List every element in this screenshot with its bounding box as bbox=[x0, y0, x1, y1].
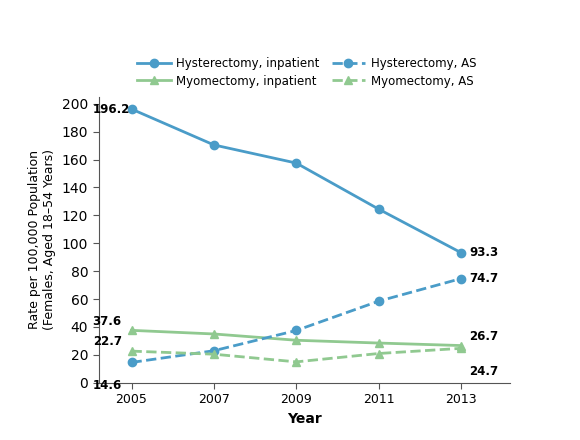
Myomectomy, AS bbox=[375, 351, 382, 356]
Line: Hysterectomy, inpatient: Hysterectomy, inpatient bbox=[128, 105, 465, 257]
Text: 196.2: 196.2 bbox=[93, 103, 130, 116]
Text: 14.6: 14.6 bbox=[93, 379, 122, 392]
Text: 37.6: 37.6 bbox=[93, 315, 122, 327]
Text: 26.7: 26.7 bbox=[469, 330, 498, 343]
Hysterectomy, AS bbox=[375, 299, 382, 304]
Text: 93.3: 93.3 bbox=[469, 246, 498, 259]
Myomectomy, inpatient bbox=[128, 328, 135, 333]
Myomectomy, AS bbox=[211, 352, 218, 357]
Hysterectomy, inpatient bbox=[211, 142, 218, 147]
Hysterectomy, AS bbox=[293, 328, 300, 333]
X-axis label: Year: Year bbox=[287, 412, 322, 426]
Myomectomy, inpatient bbox=[211, 331, 218, 337]
Myomectomy, AS bbox=[128, 348, 135, 354]
Hysterectomy, inpatient bbox=[375, 206, 382, 212]
Myomectomy, AS bbox=[458, 346, 465, 351]
Legend: Hysterectomy, inpatient, Myomectomy, inpatient, Hysterectomy, AS, Myomectomy, AS: Hysterectomy, inpatient, Myomectomy, inp… bbox=[137, 57, 476, 88]
Line: Myomectomy, inpatient: Myomectomy, inpatient bbox=[128, 326, 465, 350]
Hysterectomy, inpatient bbox=[128, 106, 135, 112]
Hysterectomy, AS bbox=[458, 276, 465, 281]
Myomectomy, inpatient bbox=[458, 343, 465, 348]
Myomectomy, AS bbox=[293, 359, 300, 364]
Text: 74.7: 74.7 bbox=[469, 272, 498, 285]
Text: 24.7: 24.7 bbox=[469, 365, 498, 378]
Text: 22.7: 22.7 bbox=[93, 335, 122, 348]
Hysterectomy, inpatient bbox=[458, 250, 465, 255]
Hysterectomy, AS bbox=[211, 348, 218, 353]
Hysterectomy, AS bbox=[128, 360, 135, 365]
Y-axis label: Rate per 100,000 Population
(Females, Aged 18–54 Years): Rate per 100,000 Population (Females, Ag… bbox=[28, 149, 56, 330]
Myomectomy, inpatient bbox=[375, 341, 382, 346]
Line: Hysterectomy, AS: Hysterectomy, AS bbox=[128, 275, 465, 367]
Line: Myomectomy, AS: Myomectomy, AS bbox=[128, 344, 465, 366]
Myomectomy, inpatient bbox=[293, 337, 300, 343]
Hysterectomy, inpatient bbox=[293, 161, 300, 166]
